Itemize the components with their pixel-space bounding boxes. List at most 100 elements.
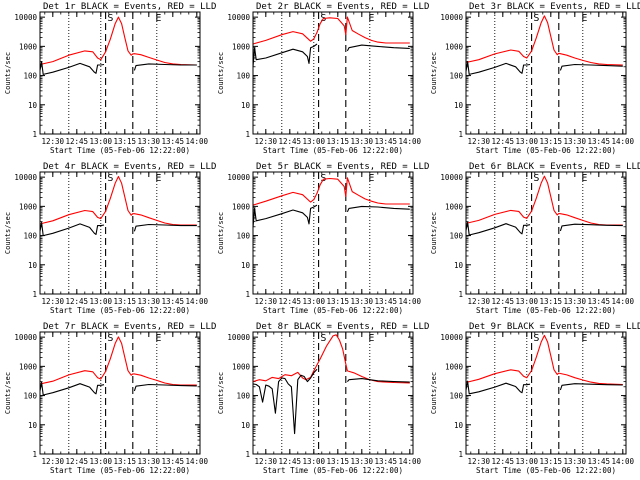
y-tick-label: 100 xyxy=(236,232,250,241)
y-tick-label: 10000 xyxy=(14,13,37,22)
y-tick-label: 10000 xyxy=(14,173,37,182)
interval-marker-label: S xyxy=(533,333,539,344)
x-tick-label: 13:45 xyxy=(162,297,185,306)
lld-series-line xyxy=(465,15,623,66)
plot-frame xyxy=(252,11,414,135)
y-tick-label: 10000 xyxy=(227,13,250,22)
x-tick-label: 14:00 xyxy=(612,457,635,466)
x-tick-label: 13:00 xyxy=(516,137,539,146)
interval-marker-label: E xyxy=(155,13,161,24)
lld-series-line xyxy=(252,177,410,206)
x-tick-label: 13:45 xyxy=(375,137,398,146)
y-tick-label: 100 xyxy=(23,72,37,81)
x-tick-label: 12:30 xyxy=(255,297,278,306)
x-tick-label: 13:30 xyxy=(138,457,161,466)
y-tick-label: 100 xyxy=(236,72,250,81)
x-axis-label: Start Time (05-Feb-06 12:22:00) xyxy=(476,146,616,155)
y-tick-label: 1000 xyxy=(19,202,38,211)
x-tick-label: 13:30 xyxy=(351,297,374,306)
x-tick-label: 13:15 xyxy=(114,297,137,306)
y-tick-label: 10 xyxy=(454,261,464,270)
y-tick-label: 1000 xyxy=(232,202,251,211)
x-tick-label: 14:00 xyxy=(186,137,209,146)
interval-marker-label: S xyxy=(320,173,326,184)
y-tick-label: 1000 xyxy=(445,362,464,371)
chart-panel-9: Det 9r BLACK = Events, RED = LLD 1 10 100 10… xyxy=(430,322,640,475)
y-tick-label: 10 xyxy=(454,421,464,430)
x-tick-label: 13:45 xyxy=(588,297,611,306)
plot-frame xyxy=(252,171,414,295)
y-tick-label: 1000 xyxy=(232,362,251,371)
y-tick-label: 1 xyxy=(32,130,37,139)
y-tick-label: 1 xyxy=(458,290,463,299)
y-tick-label: 10 xyxy=(28,421,38,430)
interval-marker-label: E xyxy=(368,333,374,344)
lld-series-line xyxy=(465,334,623,386)
y-tick-label: 10 xyxy=(454,101,464,110)
x-tick-label: 14:00 xyxy=(186,297,209,306)
y-tick-label: 100 xyxy=(449,232,463,241)
y-tick-label: 1000 xyxy=(445,42,464,51)
x-tick-label: 12:30 xyxy=(468,457,491,466)
x-tick-label: 13:15 xyxy=(540,297,563,306)
chart-panel-2: Det 2r BLACK = Events, RED = LLD 1 10 100 10… xyxy=(217,2,429,155)
chart-title: Det 6r BLACK = Events, RED = LLD xyxy=(469,162,640,172)
chart-title: Det 5r BLACK = Events, RED = LLD xyxy=(256,162,429,172)
y-tick-label: 1 xyxy=(458,450,463,459)
y-axis-label: Counts/sec xyxy=(430,52,438,94)
y-tick-label: 100 xyxy=(449,392,463,401)
y-tick-label: 10000 xyxy=(227,333,250,342)
x-tick-label: 14:00 xyxy=(399,137,422,146)
x-tick-label: 13:45 xyxy=(375,457,398,466)
x-axis-label: Start Time (05-Feb-06 12:22:00) xyxy=(476,466,616,475)
x-tick-label: 12:45 xyxy=(66,457,89,466)
x-tick-label: 13:15 xyxy=(540,137,563,146)
y-tick-label: 1 xyxy=(458,130,463,139)
y-axis-label: Counts/sec xyxy=(4,372,12,414)
x-axis-label: Start Time (05-Feb-06 12:22:00) xyxy=(50,146,190,155)
y-tick-label: 10 xyxy=(241,261,251,270)
x-tick-label: 12:45 xyxy=(492,457,515,466)
x-tick-label: 12:45 xyxy=(279,137,302,146)
x-axis-label: Start Time (05-Feb-06 12:22:00) xyxy=(50,306,190,315)
events-series-line xyxy=(39,221,197,237)
x-tick-label: 14:00 xyxy=(612,137,635,146)
y-tick-label: 10 xyxy=(28,261,38,270)
plot-frame xyxy=(39,11,201,135)
y-tick-label: 1000 xyxy=(19,362,38,371)
y-axis-label: Counts/sec xyxy=(217,372,225,414)
events-series-line xyxy=(39,381,197,396)
x-tick-label: 13:00 xyxy=(516,297,539,306)
events-series-line xyxy=(252,368,410,435)
x-tick-label: 12:30 xyxy=(42,137,65,146)
events-series-line xyxy=(252,204,410,228)
x-tick-label: 13:30 xyxy=(351,457,374,466)
y-tick-label: 1 xyxy=(245,130,250,139)
plot-frame xyxy=(252,331,414,455)
x-tick-label: 12:45 xyxy=(492,137,515,146)
interval-marker-label: S xyxy=(533,173,539,184)
interval-marker-label: S xyxy=(533,13,539,24)
chart-panel-3: Det 3r BLACK = Events, RED = LLD 1 10 100 10… xyxy=(430,2,640,155)
lld-series-line xyxy=(39,336,197,386)
interval-marker-label: E xyxy=(581,13,587,24)
x-tick-label: 13:15 xyxy=(114,137,137,146)
y-tick-label: 10 xyxy=(28,101,38,110)
x-tick-label: 13:15 xyxy=(327,137,350,146)
x-tick-label: 13:45 xyxy=(588,137,611,146)
events-series-line xyxy=(465,380,623,395)
x-tick-label: 13:00 xyxy=(90,137,113,146)
x-tick-label: 13:15 xyxy=(327,457,350,466)
y-tick-label: 10000 xyxy=(440,173,463,182)
x-tick-label: 14:00 xyxy=(399,297,422,306)
x-axis-label: Start Time (05-Feb-06 12:22:00) xyxy=(263,466,403,475)
chart-title: Det 2r BLACK = Events, RED = LLD xyxy=(256,2,429,12)
interval-marker-label: S xyxy=(320,333,326,344)
x-tick-label: 14:00 xyxy=(612,297,635,306)
x-tick-label: 12:45 xyxy=(279,457,302,466)
x-tick-label: 13:15 xyxy=(114,457,137,466)
x-tick-label: 13:45 xyxy=(162,457,185,466)
x-tick-label: 13:15 xyxy=(540,457,563,466)
interval-marker-label: S xyxy=(107,333,113,344)
